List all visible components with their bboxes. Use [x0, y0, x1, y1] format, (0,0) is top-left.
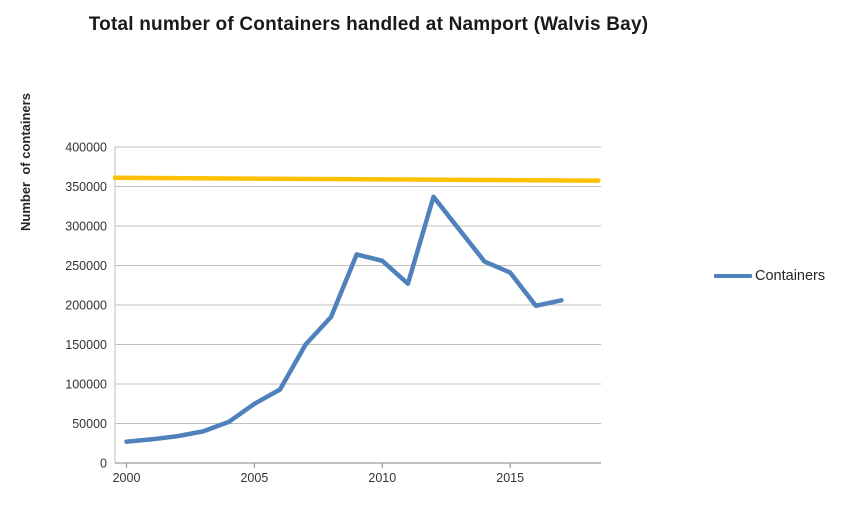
x-tick-label: 2015: [496, 471, 524, 485]
y-tick-label: 350000: [65, 180, 107, 194]
y-tick-label: 200000: [65, 299, 107, 313]
chart-title: Total number of Containers handled at Na…: [88, 14, 649, 35]
legend: Containers: [714, 268, 825, 284]
x-tick-label: 2005: [240, 471, 268, 485]
tick-labels-group: 0 50000 100000 150000 200000 250000 300000 3500…: [65, 141, 524, 486]
y-tick-label: 50000: [72, 417, 107, 431]
axes-group: [114, 147, 601, 468]
legend-line-swatch: [714, 274, 752, 278]
y-tick-label: 100000: [65, 378, 107, 392]
y-tick-label: 300000: [65, 220, 107, 234]
y-tick-label: 0: [100, 457, 107, 471]
series-group: [112, 175, 601, 444]
y-tick-label: 400000: [65, 141, 107, 155]
x-tick-label: 2000: [113, 471, 141, 485]
x-tick-label: 2010: [368, 471, 396, 485]
legend-label: Containers: [755, 268, 826, 284]
y-tick-label: 250000: [65, 259, 107, 273]
series-line-containers: [124, 194, 564, 444]
y-tick-label: 150000: [65, 338, 107, 352]
gridlines-group: [115, 146, 601, 424]
series-line-capacity-line: [112, 175, 601, 183]
